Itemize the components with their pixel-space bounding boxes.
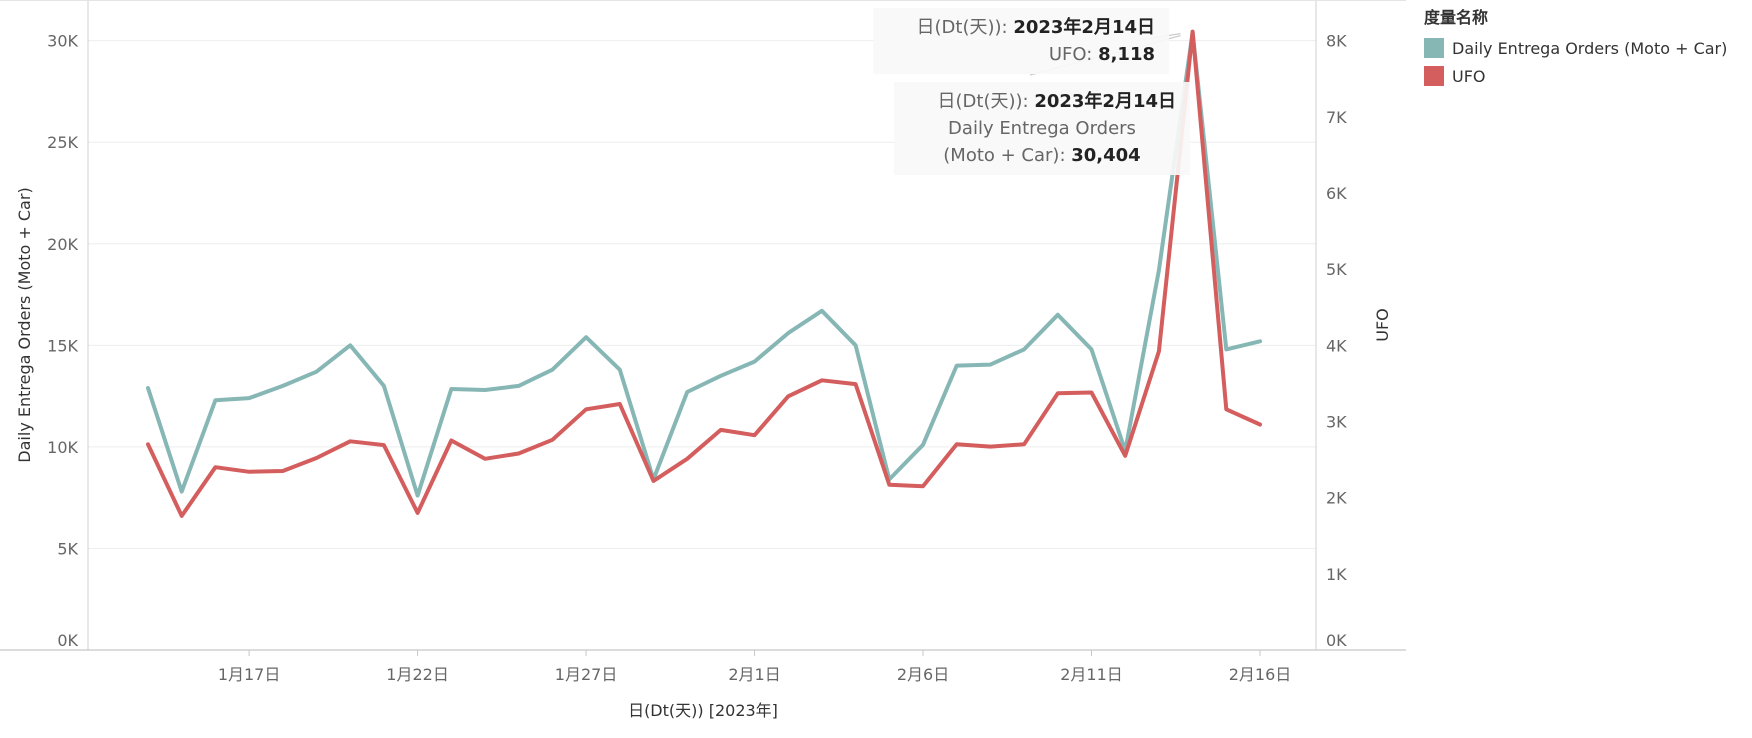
x-axis-title: 日(Dt(天)) [2023年] <box>628 701 778 720</box>
tooltip-ufo-date-label: 日(Dt(天)): <box>916 17 1008 38</box>
x-tick-label: 2月16日 <box>1229 665 1292 684</box>
tooltip-orders-date-row: 日(Dt(天)): 2023年2月14日 <box>908 88 1176 115</box>
tooltip-ufo-date-value: 2023年2月14日 <box>1013 17 1155 38</box>
series-line-ufo[interactable] <box>146 29 1262 518</box>
tooltip-ufo-metric-row: UFO: 8,118 <box>887 41 1155 68</box>
x-tick-label: 1月27日 <box>555 665 618 684</box>
x-tick-label: 2月11日 <box>1060 665 1123 684</box>
right-tick-label: 6K <box>1326 184 1347 203</box>
right-tick-label: 2K <box>1326 489 1347 508</box>
tooltip-ufo-date-row: 日(Dt(天)): 2023年2月14日 <box>887 14 1155 41</box>
right-axis-ticks: 0K 1K 2K 3K 4K 5K 6K 7K 8K <box>1326 32 1347 650</box>
right-tick-label: 8K <box>1326 32 1347 51</box>
left-tick-label: 15K <box>47 336 78 355</box>
tooltip-ufo-metric-value: 8,118 <box>1098 44 1155 65</box>
left-tick-label: 20K <box>47 235 78 254</box>
right-tick-label: 5K <box>1326 260 1347 279</box>
series-lines[interactable] <box>146 29 1262 518</box>
left-axis-title: Daily Entrega Orders (Moto + Car) <box>15 187 34 462</box>
legend-item-ufo[interactable]: UFO <box>1424 62 1727 90</box>
right-tick-label: 4K <box>1326 336 1347 355</box>
tooltip-orders-metric-label: (Moto + Car): <box>943 145 1066 166</box>
x-tick-label: 1月17日 <box>218 665 281 684</box>
left-tick-label: 5K <box>57 539 78 558</box>
tooltip-orders-metric-line1: Daily Entrega Orders <box>948 118 1136 139</box>
right-tick-label: 7K <box>1326 108 1347 127</box>
tooltip-orders: 日(Dt(天)): 2023年2月14日 Daily Entrega Order… <box>894 82 1190 175</box>
left-tick-label: 30K <box>47 32 78 51</box>
tooltip-ufo: 日(Dt(天)): 2023年2月14日 UFO: 8,118 <box>873 8 1169 74</box>
legend-label-orders: Daily Entrega Orders (Moto + Car) <box>1452 38 1728 58</box>
tooltip-orders-metric-row: (Moto + Car): 30,404 <box>908 142 1176 169</box>
tooltip-orders-date-label: 日(Dt(天)): <box>937 91 1029 112</box>
x-tick-label: 2月6日 <box>897 665 949 684</box>
x-axis-ticks: 1月17日 1月22日 1月27日 2月1日 2月6日 2月11日 2月16日 <box>218 650 1291 684</box>
x-tick-label: 2月1日 <box>728 665 780 684</box>
legend-swatch-ufo <box>1424 66 1444 86</box>
left-axis-ticks: 0K 5K 10K 15K 20K 25K 30K <box>47 32 78 650</box>
right-tick-label: 0K <box>1326 631 1347 650</box>
series-line-orders[interactable] <box>146 30 1262 498</box>
x-tick-label: 1月22日 <box>386 665 449 684</box>
legend-label-ufo: UFO <box>1452 66 1486 86</box>
legend-item-orders[interactable]: Daily Entrega Orders (Moto + Car) <box>1424 34 1727 62</box>
tooltip-ufo-metric-label: UFO: <box>1048 44 1093 65</box>
legend: 度量名称 Daily Entrega Orders (Moto + Car) U… <box>1424 4 1727 90</box>
legend-swatch-orders <box>1424 38 1444 58</box>
legend-title: 度量名称 <box>1424 8 1489 27</box>
left-tick-label: 0K <box>57 631 78 650</box>
axes <box>0 0 1406 651</box>
right-tick-label: 1K <box>1326 565 1347 584</box>
tooltip-orders-metric-value: 30,404 <box>1071 145 1141 166</box>
tooltip-orders-date-value: 2023年2月14日 <box>1034 91 1176 112</box>
right-axis-title: UFO <box>1373 308 1392 342</box>
right-tick-label: 3K <box>1326 412 1347 431</box>
left-tick-label: 10K <box>47 438 78 457</box>
left-tick-label: 25K <box>47 133 78 152</box>
gridlines <box>88 40 1316 549</box>
